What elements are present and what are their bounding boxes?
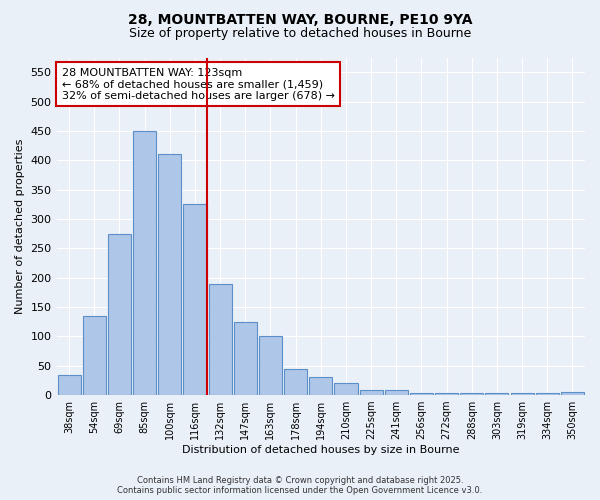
Bar — [536, 392, 559, 395]
X-axis label: Distribution of detached houses by size in Bourne: Distribution of detached houses by size … — [182, 445, 460, 455]
Bar — [209, 284, 232, 395]
Bar — [511, 392, 533, 395]
Bar — [460, 392, 484, 395]
Bar — [184, 204, 206, 395]
Bar — [83, 316, 106, 395]
Text: Size of property relative to detached houses in Bourne: Size of property relative to detached ho… — [129, 28, 471, 40]
Bar — [561, 392, 584, 395]
Bar — [259, 336, 282, 395]
Bar — [284, 368, 307, 395]
Bar — [234, 322, 257, 395]
Text: 28, MOUNTBATTEN WAY, BOURNE, PE10 9YA: 28, MOUNTBATTEN WAY, BOURNE, PE10 9YA — [128, 12, 472, 26]
Bar — [410, 392, 433, 395]
Bar — [435, 392, 458, 395]
Bar — [133, 131, 156, 395]
Text: 28 MOUNTBATTEN WAY: 123sqm
← 68% of detached houses are smaller (1,459)
32% of s: 28 MOUNTBATTEN WAY: 123sqm ← 68% of deta… — [62, 68, 335, 101]
Bar — [485, 392, 508, 395]
Bar — [334, 384, 358, 395]
Bar — [359, 390, 383, 395]
Text: Contains HM Land Registry data © Crown copyright and database right 2025.
Contai: Contains HM Land Registry data © Crown c… — [118, 476, 482, 495]
Bar — [309, 378, 332, 395]
Y-axis label: Number of detached properties: Number of detached properties — [15, 138, 25, 314]
Bar — [108, 234, 131, 395]
Bar — [385, 390, 408, 395]
Bar — [58, 374, 80, 395]
Bar — [158, 154, 181, 395]
